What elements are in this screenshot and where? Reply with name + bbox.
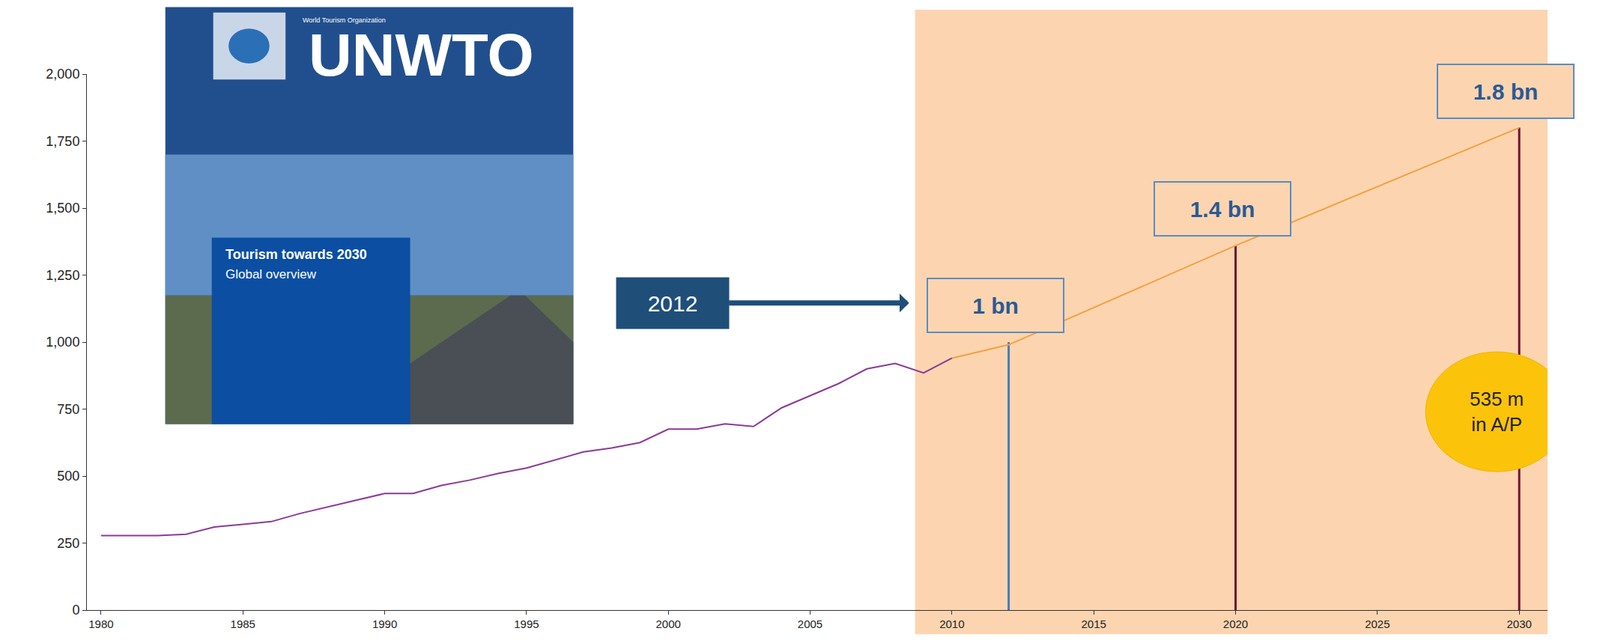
svg-text:2015: 2015: [1080, 617, 1106, 631]
svg-text:1980: 1980: [88, 617, 114, 631]
svg-text:1 bn: 1 bn: [972, 293, 1019, 319]
svg-text:535 min A/P: 535 min A/P: [1469, 388, 1524, 436]
svg-text:World Tourism Organization: World Tourism Organization: [302, 16, 386, 24]
svg-text:1,250: 1,250: [45, 268, 80, 284]
svg-text:0: 0: [71, 602, 80, 618]
svg-text:2012: 2012: [647, 291, 699, 317]
svg-text:1985: 1985: [230, 617, 256, 631]
svg-text:2010: 2010: [939, 617, 965, 631]
svg-text:Global overview: Global overview: [225, 267, 317, 282]
svg-text:1,500: 1,500: [45, 200, 80, 216]
svg-text:750: 750: [56, 402, 80, 418]
svg-text:500: 500: [56, 468, 80, 484]
svg-text:2000: 2000: [656, 617, 681, 631]
svg-text:2030: 2030: [1506, 617, 1532, 631]
svg-text:1990: 1990: [372, 617, 398, 631]
svg-text:1,000: 1,000: [45, 334, 80, 350]
svg-text:Tourism towards 2030: Tourism towards 2030: [225, 247, 368, 263]
svg-text:2025: 2025: [1364, 617, 1390, 631]
svg-text:1995: 1995: [513, 617, 539, 631]
svg-text:250: 250: [56, 536, 80, 552]
svg-text:2020: 2020: [1223, 617, 1248, 631]
svg-text:2005: 2005: [797, 617, 823, 631]
svg-text:1,750: 1,750: [45, 134, 80, 150]
svg-text:2,000: 2,000: [45, 66, 80, 82]
svg-text:1.4 bn: 1.4 bn: [1190, 197, 1256, 222]
svg-text:1.8 bn: 1.8 bn: [1473, 79, 1539, 105]
svg-text:UNWTO: UNWTO: [308, 21, 535, 89]
